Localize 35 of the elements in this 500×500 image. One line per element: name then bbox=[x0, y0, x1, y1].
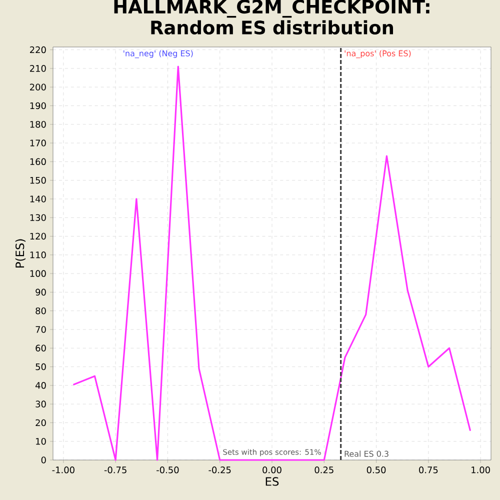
x-axis-title: ES bbox=[266, 477, 279, 486]
y-tick-label: 40 bbox=[36, 382, 46, 389]
x-tick-label: -0.75 bbox=[104, 466, 126, 474]
y-tick-label: 170 bbox=[30, 140, 46, 146]
x-tick-label: 0.75 bbox=[419, 466, 438, 474]
y-tick-label: 210 bbox=[30, 65, 46, 72]
y-tick-label: 220 bbox=[30, 46, 46, 54]
y-tick-label: 140 bbox=[30, 196, 46, 202]
y-axis-title: P(ES) bbox=[15, 239, 26, 268]
y-tick-label: 120 bbox=[30, 232, 46, 240]
x-tick-label: 0.25 bbox=[314, 466, 334, 474]
y-tick-label: 190 bbox=[30, 102, 46, 110]
y-tick-label: 0 bbox=[41, 456, 46, 464]
y-tick-label: 20 bbox=[36, 419, 46, 426]
y-tick-label: 200 bbox=[30, 84, 46, 90]
y-tick-label: 150 bbox=[30, 176, 46, 184]
y-tick-label: 80 bbox=[36, 307, 46, 314]
y-tick-label: 60 bbox=[36, 344, 46, 352]
y-tick-label: 180 bbox=[30, 120, 46, 128]
y-tick-label: 30 bbox=[36, 400, 46, 408]
x-tick-label: -1.00 bbox=[52, 466, 74, 474]
x-tick-label: 0.50 bbox=[366, 466, 386, 474]
y-tick-label: 90 bbox=[36, 288, 46, 296]
y-tick-label: 10 bbox=[36, 438, 46, 445]
y-tick-label: 70 bbox=[36, 326, 46, 333]
y-tick-label: 130 bbox=[30, 214, 46, 221]
chart-title: HALLMARK_G2M_CHECKPOINT: Random ES distribution bbox=[114, 0, 430, 34]
y-tick-label: 100 bbox=[30, 270, 46, 277]
y-tick-label: 50 bbox=[36, 363, 46, 370]
x-tick-label: -0.25 bbox=[208, 466, 231, 474]
y-tick-label: 110 bbox=[30, 252, 46, 258]
x-tick-label: 1.00 bbox=[472, 466, 490, 474]
x-tick-label: 0.00 bbox=[262, 466, 282, 474]
x-tick-label: -0.50 bbox=[156, 466, 179, 474]
y-tick-label: 160 bbox=[30, 158, 46, 166]
